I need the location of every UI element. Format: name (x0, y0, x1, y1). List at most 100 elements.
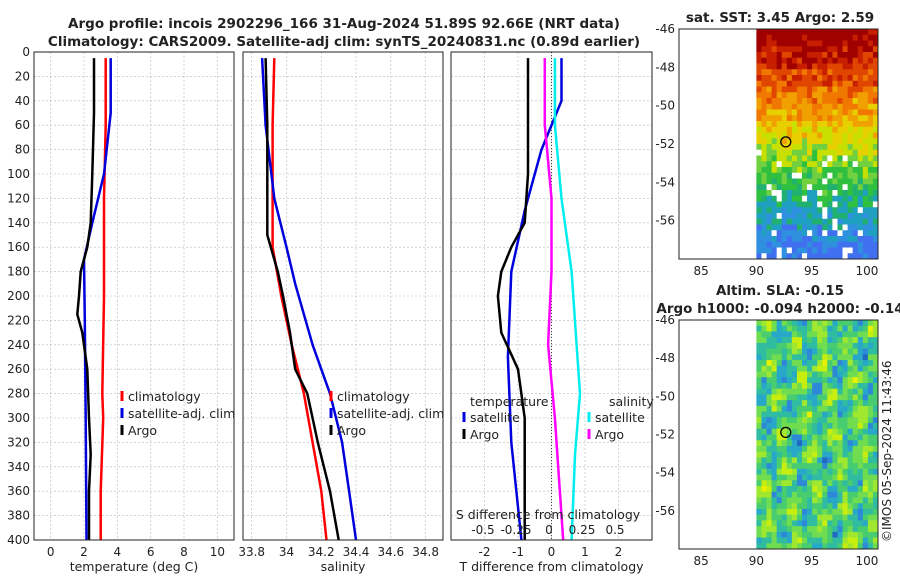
sla_map-cell (832, 497, 838, 504)
sla_map-cell (766, 342, 772, 350)
sst_map-cell (796, 247, 803, 254)
sla_map-cell (827, 400, 833, 407)
sla_map-cell (857, 382, 864, 390)
sla_map-cell (761, 497, 767, 504)
sst_map-cell (771, 52, 778, 59)
sla_map-cell (807, 400, 813, 407)
sla_map-cell (771, 365, 778, 372)
sla_map-cell (852, 537, 859, 544)
sla_map-ytick-label: -56 (655, 504, 675, 518)
sst_map-cell (852, 52, 859, 59)
sst_map-cell (771, 92, 778, 99)
sla_map-cell (847, 474, 854, 481)
sst_map-cell (842, 201, 848, 208)
sst_map-cell (867, 144, 874, 151)
sla_map-cell (771, 514, 778, 521)
sst_map-cell (776, 236, 783, 243)
sla_map-cell (786, 491, 793, 498)
sla_map-cell (832, 440, 838, 447)
sla_map-cell (801, 537, 808, 544)
sst_map-cell (776, 57, 783, 64)
sla_map-cell (847, 342, 854, 350)
sst_map-cell (837, 75, 843, 82)
sst_map-cell (847, 184, 854, 191)
sla_map-ytick-label: -52 (655, 428, 675, 442)
sla_map-cell (857, 434, 864, 441)
temperature-ytick-label: 80 (15, 143, 30, 157)
sla_map-cell (761, 337, 767, 344)
sst_map-cell (766, 155, 772, 162)
sst_map-cell (862, 115, 869, 122)
sst_map-cell (862, 57, 869, 64)
sla_map-cell (837, 331, 843, 338)
sst_map-cell (801, 201, 808, 208)
sla_map-cell (776, 417, 783, 424)
sla_map-cell (781, 457, 788, 464)
sla_map-cell (756, 531, 762, 538)
sst_map-cell (812, 63, 818, 70)
sla_map-cell (862, 337, 869, 344)
sla_map-cell (776, 491, 783, 498)
sst_map-cell (862, 213, 869, 220)
sst_map-cell (781, 57, 788, 64)
sst_map-cell (812, 69, 818, 76)
sst_map-cell (837, 132, 843, 139)
sla_map-cell (837, 371, 843, 378)
sst_map-cell (756, 63, 762, 70)
sst_map-cell (771, 224, 778, 231)
sla_map-cell (857, 503, 864, 510)
sla_map-cell (827, 543, 833, 550)
sla_map-cell (791, 377, 798, 384)
sla_map-cell (832, 508, 838, 516)
sst_map-cell (791, 121, 798, 128)
sla_map-cell (852, 400, 859, 407)
sla_map-cell (801, 497, 808, 504)
sst_map-cell (771, 126, 778, 133)
sla_map-cell (872, 400, 879, 407)
sla_map-cell (766, 480, 772, 487)
sst_map-cell (812, 52, 818, 59)
sla_map-cell (771, 371, 778, 378)
sst_map-cell (867, 103, 874, 110)
sst_map-cell (817, 236, 823, 243)
sst_map-cell (847, 126, 854, 133)
sla_map-cell (801, 474, 808, 481)
sla_map-cell (857, 337, 864, 344)
sla_map-cell (817, 480, 823, 487)
sst_map-cell (822, 247, 828, 254)
sst_map-cell (781, 224, 788, 231)
sst_map-cell (776, 52, 783, 59)
sst_map-cell (766, 218, 772, 225)
sst_map-cell (786, 178, 793, 185)
sla_map-cell (812, 445, 818, 453)
sla_map-cell (801, 463, 808, 470)
sla_map-cell (756, 508, 762, 516)
sst_map-cell (812, 126, 818, 133)
sla_map-cell (817, 331, 823, 338)
sla_map-cell (827, 337, 833, 344)
sla_map-cell (872, 537, 879, 544)
sst_map-cell (827, 167, 833, 174)
sst_map-cell (791, 29, 798, 36)
sst_map-cell (867, 34, 874, 41)
sst_map-cell (872, 236, 879, 243)
sla_map-cell (862, 354, 869, 361)
sla_map-cell (796, 508, 803, 516)
sst_map-cell (832, 236, 838, 243)
sla_map-cell (817, 514, 823, 521)
sla_map-cell (852, 382, 859, 390)
sst_map-cell (827, 155, 833, 162)
sst_map-cell (776, 109, 783, 116)
sst_map-cell (817, 115, 823, 122)
sla_map-cell (852, 411, 859, 418)
sla_map-cell (771, 537, 778, 544)
sst_map-cell (776, 80, 783, 87)
sst_map-cell (771, 144, 778, 151)
sla_map-cell (786, 348, 793, 355)
sla_map-cell (822, 405, 828, 413)
sst_map-cell (761, 29, 767, 36)
sla_map-cell (812, 365, 818, 372)
sla_map-cell (756, 457, 762, 464)
sst_map-cell (756, 52, 762, 59)
sst_map-cell (807, 80, 813, 87)
